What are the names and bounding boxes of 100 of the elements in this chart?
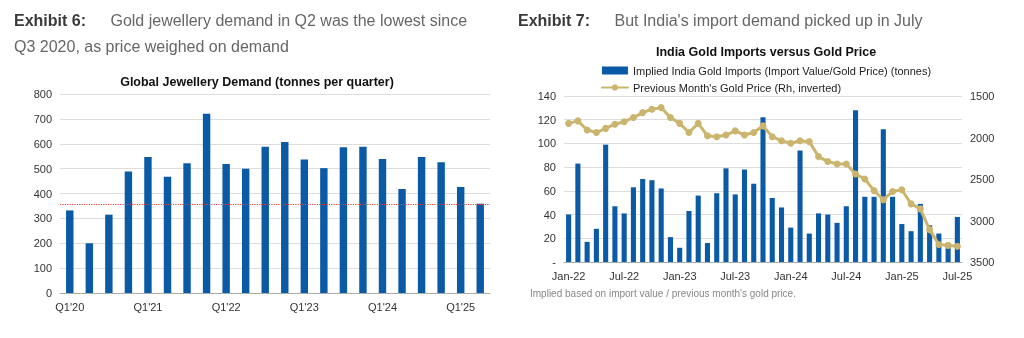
point xyxy=(741,131,748,139)
bar xyxy=(741,169,748,262)
x-tick-label: Jan-22 xyxy=(551,269,586,282)
chart-subtitle: Global Jewellery Demand (tonnes per quarter) xyxy=(120,74,394,89)
bar xyxy=(769,197,775,262)
bar xyxy=(843,206,849,262)
chart-title: Exhibit 6: Gold jewellery demand in Q2 was the lowest since Q3 2020, as price weighed on demand xyxy=(14,12,468,55)
y2-tick-label: 1500 xyxy=(970,90,995,102)
bar xyxy=(593,228,599,262)
point xyxy=(926,226,934,234)
x-tick-label: Jul-22 xyxy=(609,269,640,282)
point xyxy=(852,170,860,178)
x-tick-label: Jan-24 xyxy=(773,269,808,282)
bar xyxy=(649,180,655,262)
point xyxy=(916,205,924,213)
text: Implied based on import value / previous month's gold price. xyxy=(530,288,797,299)
point xyxy=(731,127,739,135)
y-tick-label: 120 xyxy=(537,113,556,126)
bar xyxy=(797,150,803,262)
y2-tick-label: 3000 xyxy=(970,214,995,227)
chart-title: Exhibit 7: But India's import demand picked up in July xyxy=(518,12,923,29)
point xyxy=(824,158,832,166)
y-tick-label: 140 xyxy=(537,90,556,102)
bar xyxy=(908,231,914,262)
point xyxy=(574,117,582,125)
bar xyxy=(105,214,113,293)
bar xyxy=(183,163,191,293)
bar xyxy=(871,196,877,262)
x-tick-label: Jul-23 xyxy=(720,269,751,282)
y-tick-label: 800 xyxy=(33,88,52,100)
bar xyxy=(85,243,94,293)
y-tick-label: 0 xyxy=(45,287,52,299)
point xyxy=(815,153,823,161)
bar xyxy=(584,241,590,262)
point xyxy=(602,124,610,132)
y-tick-label: 300 xyxy=(33,212,52,225)
point xyxy=(889,187,897,195)
point xyxy=(796,137,804,145)
y-tick-label: 500 xyxy=(33,162,52,175)
x-tick-label: Jan-25 xyxy=(885,269,919,282)
y-tick-label: 600 xyxy=(33,137,52,150)
point xyxy=(750,129,758,137)
bar xyxy=(667,237,673,262)
point xyxy=(898,186,906,194)
bar xyxy=(398,189,406,293)
x-tick-label: Q1'24 xyxy=(367,300,398,313)
x-tick-label: Q1'25 xyxy=(446,300,476,313)
point xyxy=(787,139,795,147)
bar xyxy=(686,211,692,262)
bar xyxy=(788,227,794,262)
bar xyxy=(751,183,757,262)
bar xyxy=(704,243,711,262)
bar xyxy=(437,162,445,293)
bar xyxy=(144,156,152,293)
point xyxy=(592,129,600,137)
bar xyxy=(815,213,822,262)
point xyxy=(639,109,647,117)
y-tick-label: 100 xyxy=(537,137,556,150)
point xyxy=(666,114,674,122)
point xyxy=(879,196,887,204)
bar xyxy=(621,213,627,262)
bar xyxy=(124,171,133,293)
bar xyxy=(862,196,868,262)
bar xyxy=(806,233,812,262)
bar xyxy=(66,210,74,293)
chart-subtitle: India Gold Imports versus Gold Price xyxy=(655,44,877,59)
bar xyxy=(241,168,250,293)
bar xyxy=(640,179,646,262)
point xyxy=(657,104,665,112)
point xyxy=(778,137,786,145)
bar xyxy=(732,194,738,262)
legend-label: Previous Month's Gold Price (Rh, inverted) xyxy=(632,81,842,94)
point xyxy=(935,241,943,249)
bar xyxy=(714,193,720,262)
point xyxy=(611,120,619,128)
y-tick-label: 60 xyxy=(543,184,556,197)
point xyxy=(685,129,693,137)
point xyxy=(648,105,656,113)
bar xyxy=(695,195,701,262)
point xyxy=(629,114,637,122)
bar xyxy=(899,224,905,262)
y2-tick-label: 3500 xyxy=(970,256,995,268)
bar xyxy=(566,214,572,262)
bar xyxy=(677,247,683,262)
bar xyxy=(630,187,636,262)
x-tick-label: Jan-23 xyxy=(662,269,697,282)
bar xyxy=(658,188,664,262)
bar xyxy=(575,163,581,262)
x-tick-label: Q1'20 xyxy=(55,300,85,313)
bar xyxy=(603,144,609,262)
y-tick-label: - xyxy=(552,256,557,268)
bar xyxy=(222,163,230,293)
bar xyxy=(853,110,859,262)
bar xyxy=(261,146,269,293)
bar xyxy=(723,168,729,262)
y-tick-label: 200 xyxy=(33,237,52,250)
y2-tick-label: 2000 xyxy=(970,131,995,144)
bar xyxy=(163,176,172,293)
bar xyxy=(417,156,426,293)
point xyxy=(944,241,952,249)
